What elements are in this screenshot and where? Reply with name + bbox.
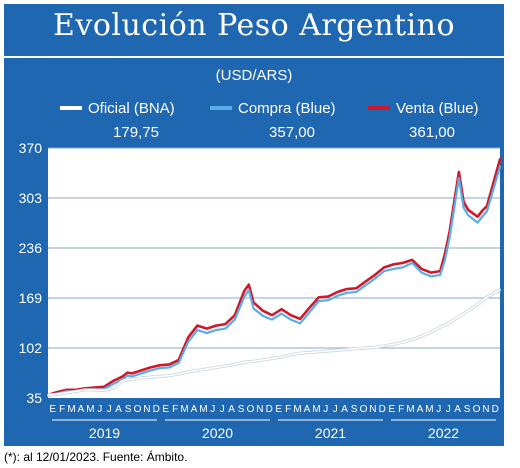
x-tick-label-month: A xyxy=(304,404,311,415)
unit-label: (USD/ARS) xyxy=(215,67,293,84)
x-tick-label-month: M xyxy=(293,404,301,415)
x-tick-label-month: M xyxy=(67,404,75,415)
x-tick-label-month: O xyxy=(360,404,368,415)
x-tick-label-month: S xyxy=(351,404,358,415)
x-tick-label-month: A xyxy=(115,404,122,415)
year-label-2020: 2020 xyxy=(202,425,233,441)
legend-label-venta: Venta (Blue) xyxy=(396,100,479,117)
x-tick-label-month: N xyxy=(143,404,150,415)
legend-value-venta: 361,00 xyxy=(409,124,455,141)
x-tick-label-month: J xyxy=(436,404,441,415)
x-tick-label-month: F xyxy=(398,404,404,415)
series-line-venta xyxy=(46,157,502,397)
x-tick-label-month: N xyxy=(369,404,376,415)
y-tick-label-35: 35 xyxy=(26,390,42,406)
legend-item-venta: Venta (Blue) xyxy=(368,100,479,117)
x-tick-label-month: A xyxy=(454,404,461,415)
year-label-2021: 2021 xyxy=(315,425,346,441)
x-tick-label-month: E xyxy=(162,404,169,415)
x-tick-label-month: D xyxy=(492,404,499,415)
x-tick-label-month: M xyxy=(199,404,207,415)
x-tick-label-month: J xyxy=(220,404,225,415)
title-divider xyxy=(4,56,504,58)
x-tick-label-month: A xyxy=(417,404,424,415)
legend-swatch-venta xyxy=(368,105,390,110)
x-tick-label-month: A xyxy=(341,404,348,415)
legend-swatch-compra xyxy=(210,105,232,110)
x-tick-label-month: O xyxy=(473,404,481,415)
x-tick-label-month: A xyxy=(78,404,85,415)
x-tick-label-month: O xyxy=(134,404,142,415)
x-tick-label-month: E xyxy=(388,404,395,415)
x-tick-label-month: M xyxy=(406,404,414,415)
legend-item-compra: Compra (Blue) xyxy=(210,100,336,117)
x-tick-label-month: D xyxy=(153,404,160,415)
y-tick-label-169: 169 xyxy=(19,290,43,306)
x-tick-label-month: N xyxy=(482,404,489,415)
x-tick-label-month: S xyxy=(125,404,132,415)
y-tick-label-303: 303 xyxy=(19,190,43,206)
x-tick-label-month: S xyxy=(238,404,245,415)
x-tick-label-month: A xyxy=(191,404,198,415)
x-tick-label-month: E xyxy=(49,404,56,415)
x-tick-label-month: D xyxy=(379,404,386,415)
x-tick-label-month: E xyxy=(275,404,282,415)
x-tick-label-month: F xyxy=(59,404,65,415)
legend-value-oficial: 179,75 xyxy=(113,124,159,141)
year-label-2019: 2019 xyxy=(89,425,120,441)
x-tick-label-month: F xyxy=(172,404,178,415)
x-tick-label-month: M xyxy=(425,404,433,415)
x-tick-label-month: J xyxy=(210,404,215,415)
x-tick-label-month: A xyxy=(228,404,235,415)
x-tick-label-month: M xyxy=(312,404,320,415)
y-tick-label-102: 102 xyxy=(19,340,43,356)
x-tick-label-month: J xyxy=(107,404,112,415)
legend-label-oficial: Oficial (BNA) xyxy=(88,100,175,117)
legend-item-oficial: Oficial (BNA) xyxy=(60,100,175,117)
x-tick-label-month: J xyxy=(446,404,451,415)
year-label-2022: 2022 xyxy=(428,425,459,441)
source-note: (*): al 12/01/2023. Fuente: Ámbito. xyxy=(4,450,188,464)
x-tick-label-month: J xyxy=(323,404,328,415)
legend-value-compra: 357,00 xyxy=(269,124,315,141)
y-tick-label-236: 236 xyxy=(19,240,43,256)
legend-label-compra: Compra (Blue) xyxy=(238,100,336,117)
x-tick-label-month: D xyxy=(266,404,273,415)
x-tick-label-month: M xyxy=(180,404,188,415)
series-line-oficial xyxy=(47,288,501,396)
x-tick-label-month: F xyxy=(285,404,291,415)
legend-swatch-oficial xyxy=(60,105,82,110)
page-title: Evolución Peso Argentino xyxy=(52,8,456,43)
x-tick-label-month: O xyxy=(247,404,255,415)
series-line-compra xyxy=(46,165,502,397)
y-tick-label-370: 370 xyxy=(19,140,43,156)
x-tick-label-month: J xyxy=(333,404,338,415)
x-tick-label-month: M xyxy=(86,404,94,415)
x-tick-label-month: J xyxy=(97,404,102,415)
x-tick-label-month: N xyxy=(256,404,263,415)
x-tick-label-month: S xyxy=(464,404,471,415)
